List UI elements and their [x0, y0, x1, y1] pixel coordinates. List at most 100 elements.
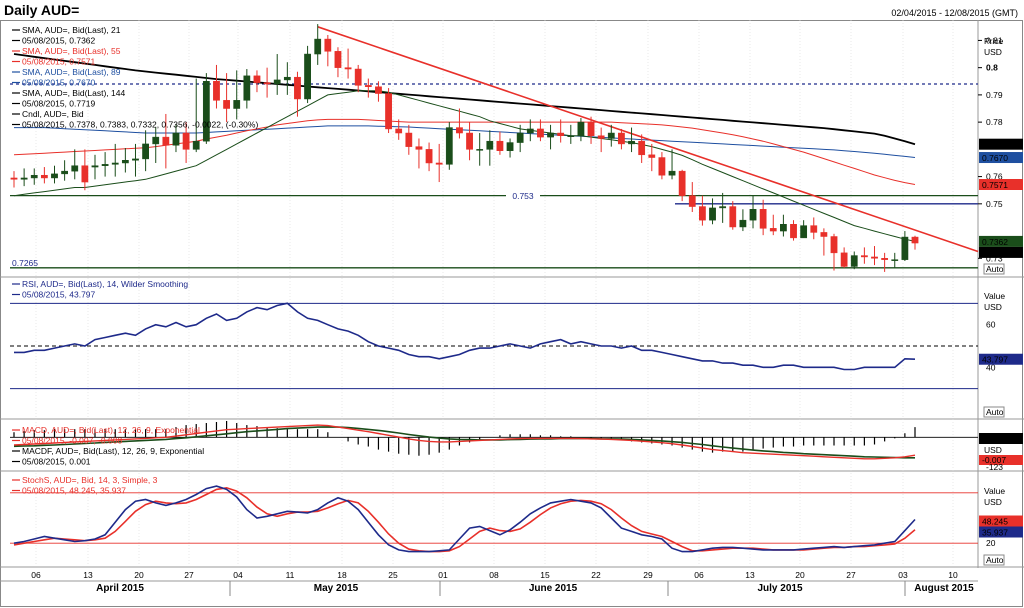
- price-badge: [979, 138, 1023, 150]
- day-tick-label: 04: [233, 570, 243, 580]
- month-label: April 2015: [96, 583, 144, 594]
- candle-body: [466, 132, 473, 150]
- price-legend-text: SMA, AUD=, Bid(Last), 21: [22, 25, 121, 35]
- candle-body: [668, 170, 676, 176]
- candle-body: [810, 225, 818, 233]
- candle-body: [415, 146, 423, 150]
- candle-body: [223, 100, 230, 109]
- candle-body: [182, 132, 190, 150]
- macd-pane: [10, 420, 978, 460]
- candle-body: [162, 136, 170, 146]
- month-label: June 2015: [529, 583, 578, 594]
- candle-body: [202, 81, 210, 142]
- macd-badge-text: 0.001: [982, 434, 1004, 444]
- price-legend-text: Cndl, AUD=, Bid: [22, 109, 84, 119]
- day-tick-label: 06: [31, 570, 41, 580]
- candle-body: [385, 93, 392, 130]
- value-axes: PriceUSD0.810.80.790.780.760.750.730.771…: [978, 35, 1023, 566]
- candle-body: [294, 76, 301, 100]
- candle-body: [597, 135, 605, 139]
- candle-body: [91, 165, 99, 168]
- candle-body: [20, 177, 28, 180]
- rsi-tick-label: 40: [986, 362, 996, 372]
- macd-badge: [979, 455, 1023, 465]
- price-badge-text: 0.7670: [982, 153, 1008, 163]
- time-axis: 06 13 20 27 04 11 18 25 01 08 15 22 29 06 13 20 27 03 10 Ap…: [0, 566, 978, 596]
- macd-badge: [979, 433, 1023, 444]
- price-legend-text: 05/08/2015, 0.7719: [22, 99, 96, 109]
- day-tick-label: 20: [134, 570, 144, 580]
- stoch-badge: [979, 515, 1023, 527]
- stoch-axis-unit: USD: [984, 497, 1002, 507]
- macd-legend-text: 05/08/2015, 0.001: [22, 457, 91, 467]
- stoch-badge-text: 35.937: [982, 528, 1008, 538]
- candle-body: [820, 232, 828, 237]
- candle-body: [233, 100, 241, 109]
- candle-body: [283, 76, 291, 81]
- candle-body: [901, 236, 909, 260]
- candle-body: [729, 206, 737, 228]
- day-tick-label: 10: [948, 570, 958, 580]
- candle-body: [699, 206, 706, 221]
- price-axis-unit: USD: [984, 47, 1002, 57]
- price-legend-text: SMA, AUD=, Bid(Last), 55: [22, 46, 121, 56]
- stoch-auto-button[interactable]: [983, 554, 1005, 566]
- candle-body: [506, 142, 514, 151]
- price-legend-text: 05/08/2015, 0.7670: [22, 78, 96, 88]
- candle-body: [577, 121, 585, 136]
- candle-body: [425, 149, 433, 164]
- sma89-line: [14, 125, 916, 158]
- candle-body: [81, 165, 89, 183]
- candle-body: [132, 158, 139, 161]
- stoch-badge-text: 48.245: [982, 517, 1008, 527]
- candle-body: [304, 53, 311, 100]
- candle-body: [263, 82, 271, 85]
- candle-body: [172, 132, 180, 146]
- day-tick-label: 06: [694, 570, 704, 580]
- price-pane: 0.753 0.7265: [10, 24, 979, 272]
- candle-body: [243, 75, 251, 101]
- candle-body: [871, 256, 878, 259]
- candle-body: [567, 135, 575, 137]
- rsi-auto-button[interactable]: [983, 406, 1005, 418]
- candle-body: [51, 173, 58, 179]
- rsi-auto-label: Auto: [986, 407, 1004, 417]
- candle-body: [830, 236, 838, 254]
- month-label: August 2015: [914, 583, 974, 594]
- price-badge-text: 0.7719: [982, 140, 1008, 150]
- day-tick-label: 27: [846, 570, 856, 580]
- price-tick-label: 0.8: [986, 63, 998, 73]
- chart-title: Daily AUD=: [4, 2, 80, 18]
- macd-legend-text: 05/08/2015, -0.007, -0.008: [22, 436, 122, 446]
- candle-body: [840, 252, 848, 267]
- price-auto-label: Auto: [986, 264, 1004, 274]
- candle-body: [678, 170, 686, 196]
- price-tick-label: 0.73: [986, 253, 1003, 263]
- stoch-d-line: [13, 486, 916, 553]
- candle-body: [253, 75, 261, 83]
- rsi-line: [14, 302, 916, 371]
- price-legend-text: 05/08/2015, 0.7571: [22, 57, 96, 67]
- macd-line: [13, 424, 916, 460]
- candle-body: [395, 128, 403, 134]
- candle-body: [273, 79, 281, 85]
- level-0753-label: 0.753: [512, 191, 534, 201]
- candle-body: [435, 162, 443, 165]
- price-legend-text: SMA, AUD=, Bid(Last), 144: [22, 88, 125, 98]
- candle-body: [152, 136, 160, 145]
- stoch-legend-text: 05/08/2015, 48.245, 35.937: [22, 486, 126, 496]
- macd-legend-text: MACDF, AUD=, Bid(Last), 12, 26, 9, Expon…: [22, 446, 204, 456]
- candle-body: [790, 224, 797, 239]
- price-tick-label: 0.78: [986, 117, 1003, 127]
- day-tick-label: 13: [745, 570, 755, 580]
- day-tick-label: 29: [643, 570, 653, 580]
- price-auto-button[interactable]: [983, 263, 1005, 275]
- candle-body: [405, 132, 413, 147]
- price-badge-text: 0.7356: [982, 248, 1008, 258]
- price-badge: [979, 178, 1023, 190]
- price-badge-text: 0.7571: [982, 180, 1008, 190]
- macd-legend-text: MACD, AUD=, Bid(Last), 12, 26, 9, Expone…: [22, 425, 200, 435]
- candle-body: [759, 209, 767, 229]
